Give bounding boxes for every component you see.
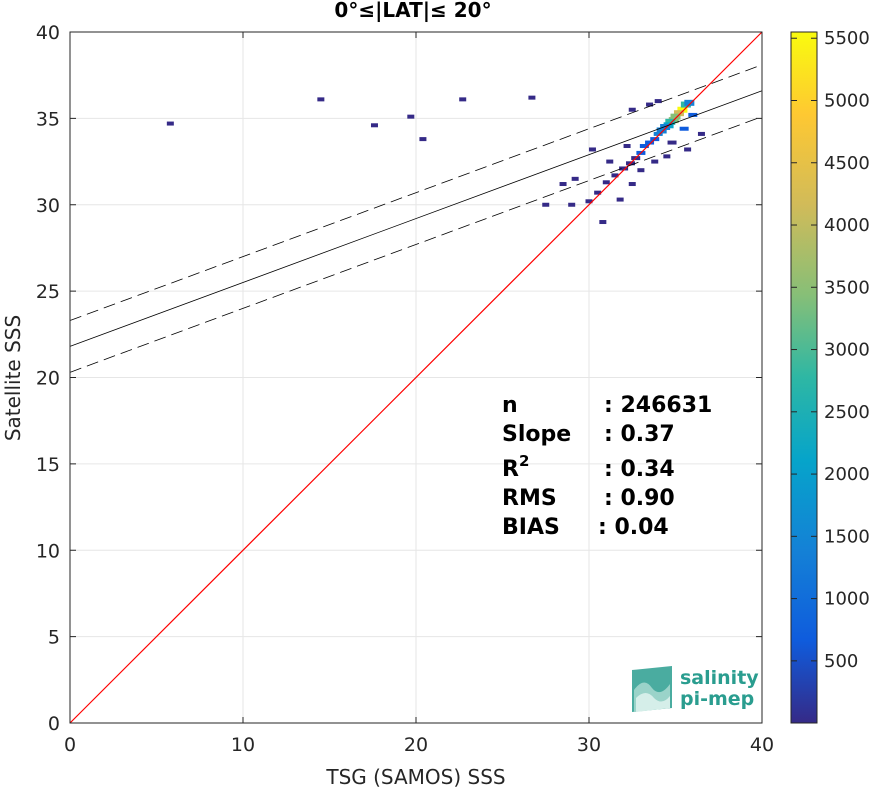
stat-label: Slope	[502, 422, 571, 447]
stat-label: n	[502, 393, 518, 418]
density-cell	[645, 140, 655, 145]
density-cell	[677, 106, 688, 113]
stat-value: : 0.04	[598, 515, 669, 540]
density-cell	[568, 202, 576, 207]
density-cell	[673, 110, 684, 117]
density-cell	[611, 173, 619, 178]
density-cell	[407, 114, 415, 119]
density-cells	[166, 95, 705, 225]
density-cell	[419, 137, 427, 142]
density-cell	[571, 176, 579, 181]
chart-title: 0°≤|LAT|≤ 20°	[334, 0, 491, 22]
density-cell	[656, 127, 667, 134]
stat-value: : 246631	[604, 393, 712, 418]
colorbar-tick-label: 2500	[824, 402, 870, 423]
x-tick-label: 40	[750, 734, 774, 756]
y-tick-label: 30	[36, 195, 60, 217]
density-cell	[660, 124, 671, 131]
density-cell	[684, 99, 695, 106]
stat-label: RMS	[502, 486, 557, 511]
x-tick-label: 10	[231, 734, 255, 756]
density-cell	[665, 118, 676, 125]
salinity-logo: salinity pi-mep	[632, 666, 759, 712]
density-cell	[679, 126, 689, 131]
density-cell	[317, 97, 325, 102]
density-cell	[639, 144, 649, 149]
density-cell	[670, 113, 681, 120]
fit-lower-bound-line	[69, 116, 763, 373]
density-cell	[370, 123, 378, 128]
density-cell	[528, 95, 536, 100]
density-cell	[585, 199, 593, 204]
colorbar	[790, 31, 818, 724]
density-cell	[602, 180, 610, 185]
density-cell	[542, 202, 550, 207]
density-cell	[628, 182, 636, 187]
colorbar-tick-label: 1000	[824, 589, 870, 610]
x-axis-ticks: 0 10 20 30 40	[64, 32, 774, 756]
density-cell	[667, 140, 677, 145]
density-cell	[459, 97, 467, 102]
logo-line1: salinity	[680, 667, 759, 689]
density-cell	[646, 102, 654, 107]
stat-value: : 0.34	[604, 457, 675, 482]
density-cell	[628, 107, 636, 112]
density-cell	[606, 159, 614, 164]
y-tick-label: 0	[48, 713, 60, 735]
density-cell	[663, 154, 671, 159]
x-tick-label: 0	[64, 734, 76, 756]
y-tick-label: 35	[36, 108, 60, 130]
density-cell	[599, 220, 607, 225]
colorbar-tick-label: 500	[824, 651, 858, 672]
one-to-one-line	[69, 31, 763, 724]
density-cell	[637, 168, 645, 173]
x-axis-label: TSG (SAMOS) SSS	[325, 765, 505, 789]
stat-value: : 0.90	[604, 486, 675, 511]
density-cell	[688, 112, 698, 117]
density-cell	[588, 147, 596, 152]
y-tick-label: 25	[36, 281, 60, 303]
y-tick-label: 15	[36, 454, 60, 476]
density-cell	[616, 197, 624, 202]
density-cell	[166, 121, 174, 126]
colorbar-tick-label: 5000	[824, 90, 870, 111]
wave-logo-icon	[632, 666, 672, 712]
density-cell	[619, 166, 629, 171]
colorbar-tick-label: 5500	[824, 28, 870, 49]
colorbar-tick-label: 4000	[824, 215, 870, 236]
x-tick-label: 30	[577, 734, 601, 756]
colorbar-tick-label: 3000	[824, 340, 870, 361]
fit-upper-bound-line	[69, 64, 763, 321]
y-tick-label: 5	[48, 627, 60, 649]
density-cell	[559, 182, 567, 187]
colorbar-tick-label: 4500	[824, 153, 870, 174]
logo-line2: pi-mep	[680, 688, 754, 710]
density-cell	[594, 190, 602, 195]
y-tick-label: 40	[36, 22, 60, 44]
density-cell	[623, 144, 631, 149]
fit-line	[69, 90, 763, 347]
stat-value: : 0.37	[604, 422, 675, 447]
x-tick-label: 20	[404, 734, 428, 756]
density-cell	[654, 99, 662, 104]
density-cell	[684, 147, 692, 152]
colorbar-tick-label: 3500	[824, 277, 870, 298]
regression-lines	[69, 31, 763, 724]
y-tick-label: 20	[36, 368, 60, 390]
density-cell	[651, 159, 659, 164]
colorbar-tick-label: 1500	[824, 526, 870, 547]
density-cell	[697, 131, 705, 136]
colorbar-tick-label: 2000	[824, 464, 870, 485]
y-axis-label: Satellite SSS	[1, 315, 25, 441]
y-tick-label: 10	[36, 540, 60, 562]
density-cell	[653, 131, 663, 136]
stat-label: BIAS	[502, 515, 560, 540]
colorbar-ticks: 500 1000 1500 2000 2500 3000 3500 4000 4500 5000 5…	[791, 28, 870, 672]
y-axis-ticks: 0 5 10 15 20 25 30 35 40	[36, 22, 762, 735]
